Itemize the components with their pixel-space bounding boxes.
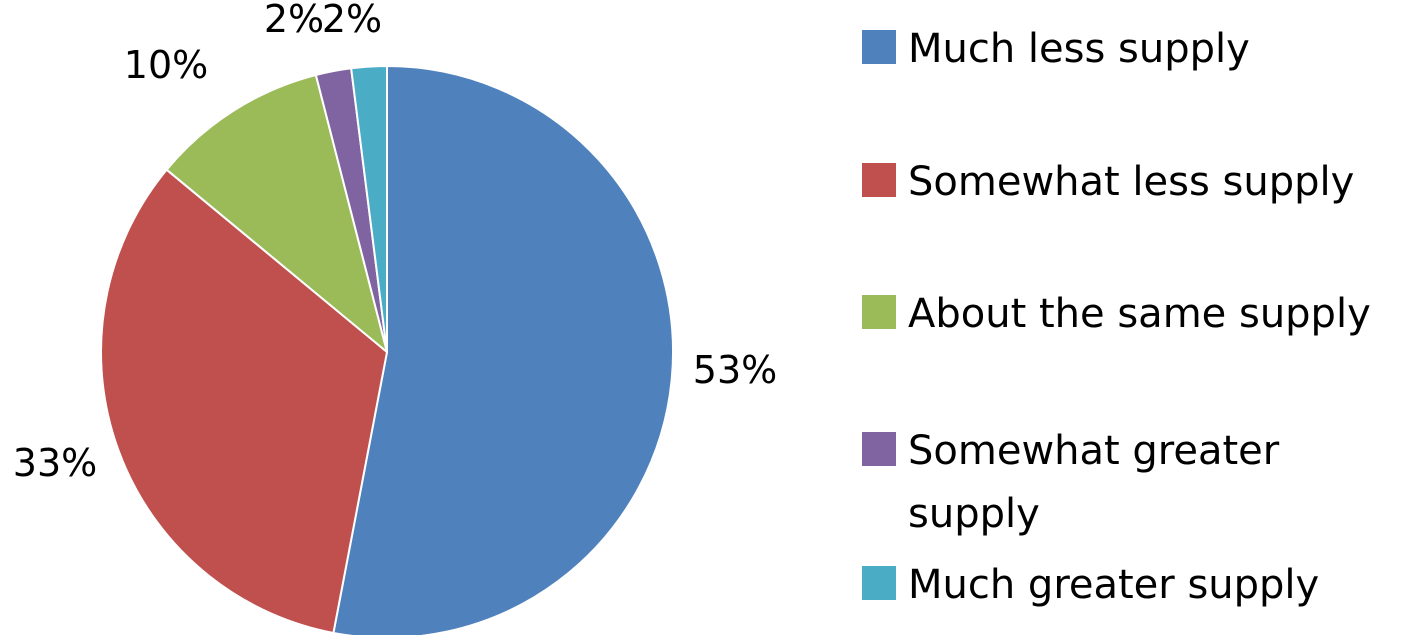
legend-item-5: Much greater supply (862, 562, 1319, 608)
legend-item-1: Much less supply (862, 26, 1250, 72)
legend-item-4: Somewhat greater supply (862, 428, 1280, 537)
legend: Much less supply Somewhat less supply Abou… (862, 26, 1371, 608)
pie-slices (100, 65, 675, 635)
legend-label-3: About the same supply (908, 291, 1371, 337)
legend-swatch-4 (862, 432, 896, 466)
data-labels: 53% 33% 10% 2%2% (13, 0, 777, 485)
legend-label-1: Much less supply (908, 26, 1250, 72)
legend-swatch-1 (862, 30, 896, 64)
legend-swatch-2 (862, 163, 896, 197)
pie-slice-3 (165, 73, 388, 353)
legend-label-5: Much greater supply (908, 562, 1319, 608)
legend-label-2: Somewhat less supply (908, 159, 1354, 205)
legend-item-3: About the same supply (862, 291, 1371, 337)
data-label-1: 53% (693, 348, 777, 392)
legend-item-2: Somewhat less supply (862, 159, 1354, 205)
data-label-4: 2% (264, 0, 324, 41)
data-label-5: 2% (322, 0, 382, 41)
legend-label-4: Somewhat greater supply (908, 428, 1280, 537)
legend-swatch-3 (862, 295, 896, 329)
data-label-2: 33% (13, 441, 97, 485)
pie-slice-2 (100, 168, 388, 634)
pie-slice-1 (332, 65, 675, 635)
legend-swatch-5 (862, 566, 896, 600)
data-label-3: 10% (124, 43, 208, 87)
pie-slice-5 (350, 65, 388, 353)
